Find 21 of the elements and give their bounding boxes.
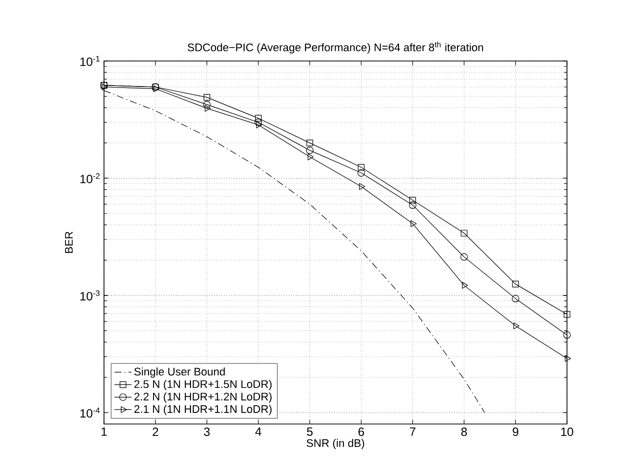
y-axis-title: BER	[65, 232, 73, 253]
x-tick-label: 3	[204, 428, 210, 436]
legend-label: Single User Bound	[134, 367, 225, 378]
legend-label: 2.1 N (1N HDR+1.1N LoDR)	[134, 404, 272, 416]
x-tick-label: 9	[512, 428, 518, 436]
y-tick-label: 10$^{-2}$	[80, 173, 100, 184]
x-tick-label: 8	[461, 428, 467, 436]
y-tick-label: 10$^{-1}$	[80, 56, 100, 66]
x-axis-title: SNR (in dB)	[306, 438, 364, 450]
x-tick-label: 7	[410, 428, 416, 436]
x-tick-label: 4	[255, 428, 262, 436]
chart-title: SDCode−PIC (Average Performance) N=64 after 8$^{th}$ iteration	[188, 42, 484, 54]
legend-label: 2.5 N (1N HDR+1.5N LoDR)	[134, 380, 272, 390]
y-tick-label: 10$^{-3}$	[80, 290, 100, 300]
x-tick-label: 10	[561, 428, 574, 436]
x-tick-label: 2	[152, 428, 158, 436]
x-tick-label: 1	[102, 428, 107, 436]
x-tick-label: 5	[306, 428, 313, 436]
y-tick-label: 10$^{-4}$	[80, 408, 100, 418]
legend-label: 2.2 N (1N HDR+1.2N LoDR)	[134, 392, 272, 403]
x-tick-label: 6	[358, 428, 364, 436]
